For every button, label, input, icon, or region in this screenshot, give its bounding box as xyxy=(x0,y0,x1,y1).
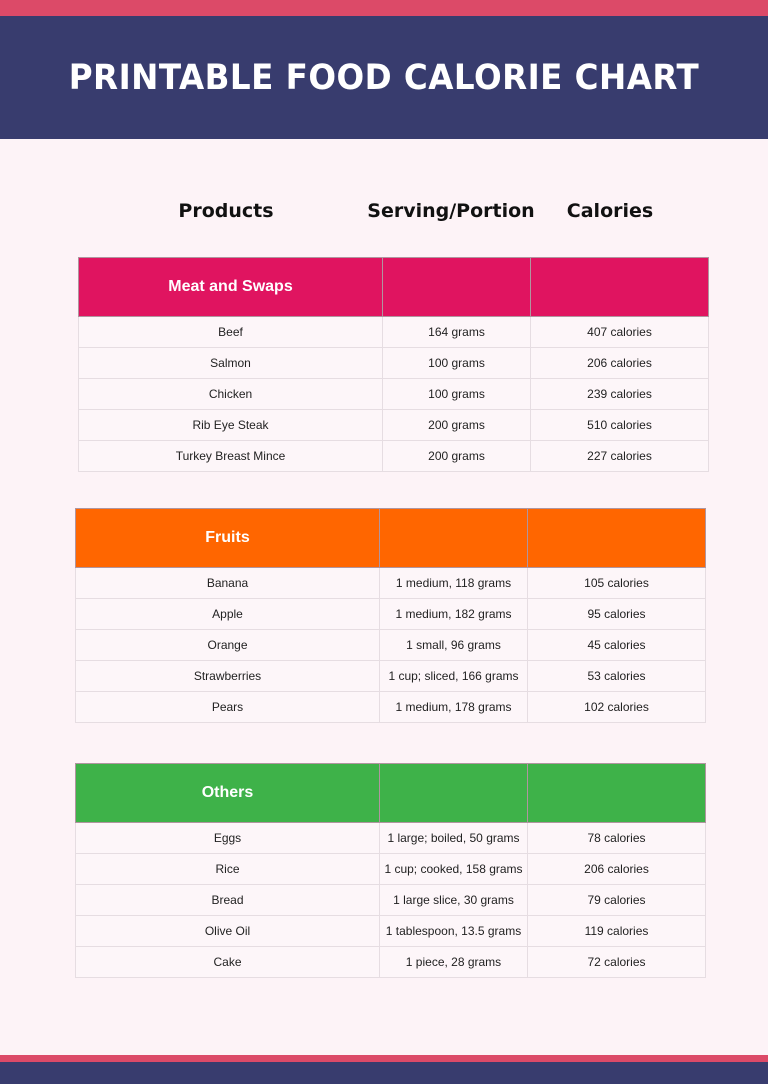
table-row: Eggs 1 large; boiled, 50 grams 78 calories xyxy=(75,822,706,854)
section-header: Others xyxy=(75,763,706,823)
table-row: Apple 1 medium, 182 grams 95 calories xyxy=(75,598,706,630)
serving-cell: 1 tablespoon, 13.5 grams xyxy=(379,915,528,947)
product-cell: Salmon xyxy=(78,347,383,379)
table-row: Rice 1 cup; cooked, 158 grams 206 calories xyxy=(75,853,706,885)
table-row: Orange 1 small, 96 grams 45 calories xyxy=(75,629,706,661)
table-row: Beef 164 grams 407 calories xyxy=(78,316,709,348)
column-header-calories: Calories xyxy=(566,200,654,222)
calories-cell: 105 calories xyxy=(527,567,706,599)
calories-cell: 407 calories xyxy=(530,316,709,348)
serving-cell: 1 medium, 178 grams xyxy=(379,691,528,723)
serving-cell: 1 piece, 28 grams xyxy=(379,946,528,978)
table-row: Banana 1 medium, 118 grams 105 calories xyxy=(75,567,706,599)
calories-cell: 53 calories xyxy=(527,660,706,692)
section-title: Fruits xyxy=(75,508,380,568)
product-cell: Rice xyxy=(75,853,380,885)
product-cell: Pears xyxy=(75,691,380,723)
product-cell: Beef xyxy=(78,316,383,348)
serving-cell: 1 cup; sliced, 166 grams xyxy=(379,660,528,692)
calories-cell: 95 calories xyxy=(527,598,706,630)
serving-cell: 100 grams xyxy=(382,347,531,379)
serving-cell: 1 small, 96 grams xyxy=(379,629,528,661)
product-cell: Apple xyxy=(75,598,380,630)
section-table-others: Others Eggs 1 large; boiled, 50 grams 78 ca… xyxy=(75,763,706,978)
footer-bar xyxy=(0,1062,768,1084)
product-cell: Eggs xyxy=(75,822,380,854)
product-cell: Orange xyxy=(75,629,380,661)
table-row: Bread 1 large slice, 30 grams 79 calories xyxy=(75,884,706,916)
bottom-stripe xyxy=(0,1055,768,1062)
product-cell: Chicken xyxy=(78,378,383,410)
product-cell: Cake xyxy=(75,946,380,978)
calories-cell: 239 calories xyxy=(530,378,709,410)
calories-cell: 78 calories xyxy=(527,822,706,854)
serving-cell: 1 large slice, 30 grams xyxy=(379,884,528,916)
column-header-products: Products xyxy=(178,200,274,222)
product-cell: Bread xyxy=(75,884,380,916)
calories-cell: 72 calories xyxy=(527,946,706,978)
section-header: Meat and Swaps xyxy=(78,257,709,317)
section-table-fruits: Fruits Banana 1 medium, 118 grams 105 calor… xyxy=(75,508,706,723)
calories-cell: 79 calories xyxy=(527,884,706,916)
table-row: Salmon 100 grams 206 calories xyxy=(78,347,709,379)
calories-cell: 206 calories xyxy=(527,853,706,885)
serving-cell: 164 grams xyxy=(382,316,531,348)
column-header-serving: Serving/Portion xyxy=(367,200,535,222)
calories-cell: 45 calories xyxy=(527,629,706,661)
serving-cell: 100 grams xyxy=(382,378,531,410)
serving-cell: 1 large; boiled, 50 grams xyxy=(379,822,528,854)
table-row: Rib Eye Steak 200 grams 510 calories xyxy=(78,409,709,441)
product-cell: Rib Eye Steak xyxy=(78,409,383,441)
section-title: Others xyxy=(75,763,380,823)
product-cell: Strawberries xyxy=(75,660,380,692)
serving-cell: 1 medium, 182 grams xyxy=(379,598,528,630)
table-row: Pears 1 medium, 178 grams 102 calories xyxy=(75,691,706,723)
calories-cell: 510 calories xyxy=(530,409,709,441)
table-row: Strawberries 1 cup; sliced, 166 grams 53 c… xyxy=(75,660,706,692)
serving-cell: 1 cup; cooked, 158 grams xyxy=(379,853,528,885)
product-cell: Turkey Breast Mince xyxy=(78,440,383,472)
table-row: Turkey Breast Mince 200 grams 227 calories xyxy=(78,440,709,472)
calories-cell: 206 calories xyxy=(530,347,709,379)
serving-cell: 1 medium, 118 grams xyxy=(379,567,528,599)
product-cell: Olive Oil xyxy=(75,915,380,947)
title-banner: PRINTABLE FOOD CALORIE CHART xyxy=(0,16,768,139)
page-title: PRINTABLE FOOD CALORIE CHART xyxy=(68,57,700,98)
top-stripe xyxy=(0,0,768,16)
table-row: Chicken 100 grams 239 calories xyxy=(78,378,709,410)
calories-cell: 102 calories xyxy=(527,691,706,723)
calories-cell: 119 calories xyxy=(527,915,706,947)
section-header: Fruits xyxy=(75,508,706,568)
serving-cell: 200 grams xyxy=(382,440,531,472)
product-cell: Banana xyxy=(75,567,380,599)
section-title: Meat and Swaps xyxy=(78,257,383,317)
calories-cell: 227 calories xyxy=(530,440,709,472)
table-row: Olive Oil 1 tablespoon, 13.5 grams 119 cal… xyxy=(75,915,706,947)
table-row: Cake 1 piece, 28 grams 72 calories xyxy=(75,946,706,978)
serving-cell: 200 grams xyxy=(382,409,531,441)
section-table-meat: Meat and Swaps Beef 164 grams 407 calories S… xyxy=(78,257,709,472)
